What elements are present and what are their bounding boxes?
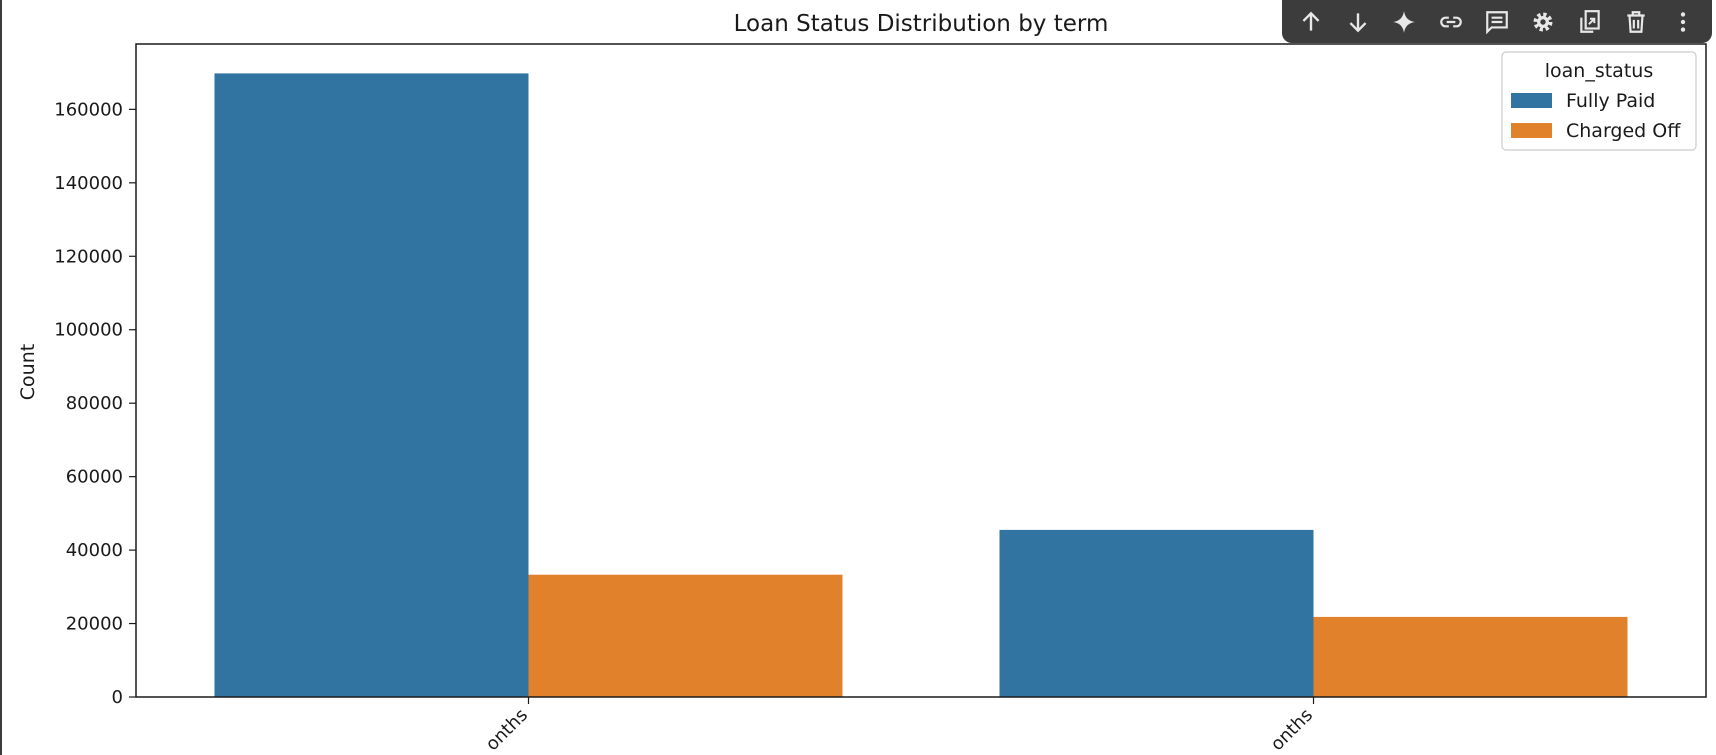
y-axis-ticks: 0 20000 40000 60000 80000 100000 120000 140000 1… [54,99,136,708]
comment-icon [1486,10,1508,34]
y-axis-label: Count [17,344,39,400]
link-button[interactable] [1431,2,1471,42]
trash-button[interactable] [1616,2,1656,42]
y-tick-label: 120000 [54,246,123,267]
arrow-down-icon [1349,12,1367,32]
x-tick-label: onths [1267,705,1317,755]
legend-label: Fully Paid [1566,90,1655,112]
arrow-up-button[interactable] [1291,2,1331,42]
y-tick-label: 20000 [66,614,123,635]
gear-icon [1533,12,1553,31]
sparkle-icon [1393,10,1415,33]
plot-frame [135,43,1707,698]
sparkle-button[interactable] [1384,2,1424,42]
y-tick-label: 160000 [54,99,123,120]
legend: loan_status Fully Paid Charged Off [1501,51,1697,151]
more-vert-button[interactable] [1663,2,1703,42]
comment-button[interactable] [1477,2,1517,42]
y-tick-label: 40000 [66,540,123,561]
arrow-down-button[interactable] [1338,2,1378,42]
more-vert-icon [1680,11,1685,32]
bar-charged-off-1 [1313,616,1628,697]
cell-toolbar [1282,0,1712,43]
trash-icon [1627,10,1645,33]
link-icon [1439,16,1462,27]
chart-title: Loan Status Distribution by term [734,11,1109,37]
y-tick-label: 60000 [66,467,123,488]
legend-swatch [1511,93,1552,108]
bars-layer [214,73,1628,697]
mirror-cell-button[interactable] [1570,2,1610,42]
x-tick-label: onths [482,705,532,755]
gear-button[interactable] [1523,2,1563,42]
y-tick-label: 100000 [54,320,123,341]
y-tick-label: 80000 [66,393,123,414]
legend-label: Charged Off [1566,120,1681,142]
y-tick-label: 140000 [54,173,123,194]
y-tick-label: 0 [112,687,123,708]
arrow-up-icon [1302,11,1320,31]
bar-fully-paid-0 [214,73,529,697]
legend-title: loan_status [1545,60,1653,82]
legend-entries: Fully Paid Charged Off [1511,90,1681,142]
x-axis-ticks: onths onths [482,697,1317,755]
cell-left-border [0,0,2,755]
mirror-cell-icon [1580,9,1600,33]
bar-charged-off-0 [528,574,843,697]
bar-fully-paid-1 [999,529,1314,697]
legend-swatch [1511,123,1552,138]
